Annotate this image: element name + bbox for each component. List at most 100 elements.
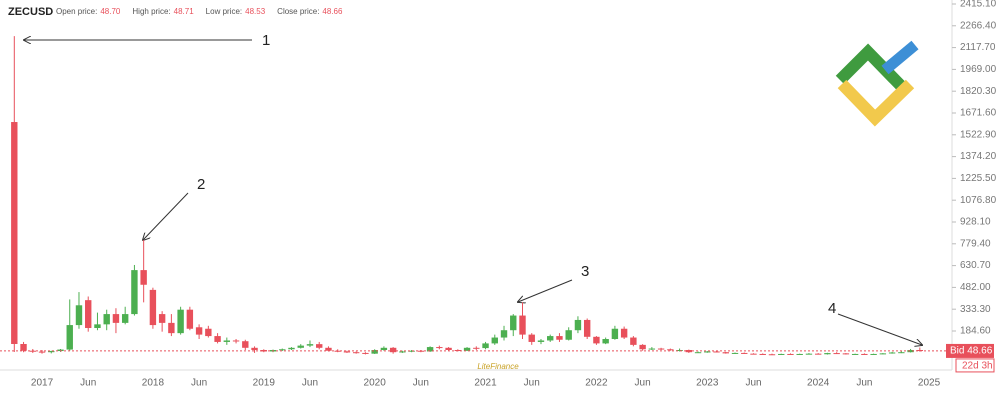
candle-body: [11, 122, 18, 344]
y-tick-label: 630.70: [960, 260, 991, 271]
candle-body: [297, 345, 304, 348]
candle-body: [232, 340, 240, 342]
candle-body: [306, 344, 314, 346]
y-tick-label: 333.30: [960, 304, 991, 315]
candle-body: [325, 347, 332, 351]
y-tick-label: 1374.20: [960, 151, 997, 162]
candle-body: [436, 347, 443, 349]
candle-body: [778, 353, 785, 355]
annotation: 1: [262, 32, 270, 49]
candle-body: [112, 314, 120, 323]
arrow: [518, 279, 573, 302]
candle-body: [121, 314, 129, 323]
candle-body: [898, 352, 905, 354]
candle-body: [20, 343, 27, 351]
candle-body: [399, 351, 406, 353]
y-tick-label: 184.60: [960, 326, 991, 337]
candle-body: [796, 353, 803, 355]
candle-body: [408, 350, 415, 352]
candle-body: [722, 352, 729, 354]
candle-body: [242, 341, 249, 348]
candle-body: [223, 340, 231, 342]
x-tick-label: 2023: [696, 378, 719, 389]
candle-body: [602, 339, 609, 344]
candle-body: [38, 351, 46, 353]
candle-body: [48, 351, 55, 353]
candle-body: [491, 337, 498, 344]
candle-body: [851, 353, 859, 355]
candle-body: [639, 344, 646, 350]
x-tick-label: Jun: [856, 378, 872, 389]
candle-body: [704, 351, 711, 353]
candle-body: [879, 353, 887, 355]
countdown: 22d 3h: [962, 361, 993, 372]
candle-body: [186, 309, 194, 329]
x-tick-label: Jun: [524, 378, 540, 389]
candle-body: [657, 348, 665, 350]
candle-body: [426, 347, 434, 352]
quote-value: 48.66: [322, 7, 343, 16]
candle-body: [583, 319, 591, 337]
x-tick-label: 2025: [918, 378, 941, 389]
annotation-arrows: [24, 40, 922, 345]
candle-body: [787, 353, 794, 355]
price-label-box: [946, 343, 994, 358]
x-tick-label: 2017: [31, 378, 54, 389]
candle-body: [463, 347, 471, 351]
candle-body: [140, 270, 147, 285]
y-tick-label: 1076.80: [960, 195, 997, 206]
y-tick-label: 2266.40: [960, 20, 997, 31]
y-tick-label: 1671.60: [960, 108, 997, 119]
y-tick-label: 2117.70: [960, 42, 996, 53]
quote-value: 48.53: [245, 7, 266, 16]
candle-body: [251, 347, 258, 351]
candle-body: [620, 328, 628, 338]
candle-body: [445, 347, 452, 351]
candle-body: [731, 352, 739, 354]
candle-body: [473, 347, 480, 349]
candle-body: [519, 315, 526, 335]
candle-body: [565, 330, 572, 340]
candle-body: [75, 305, 83, 326]
quote-value: 48.71: [174, 7, 195, 16]
y-tick-label: 1969.00: [960, 64, 997, 75]
y-tick-label: 2415.10: [960, 0, 997, 10]
candle-body: [482, 343, 489, 349]
y-tick-label: 1820.30: [960, 86, 997, 97]
candle-body: [768, 354, 776, 356]
quote-label: High price:: [132, 7, 170, 16]
candle-body: [66, 325, 73, 350]
annotation: 3: [581, 263, 589, 280]
x-tick-label: 2021: [474, 378, 497, 389]
candle-body: [371, 350, 378, 354]
candle-body: [85, 300, 92, 329]
candle-body: [362, 352, 369, 354]
candle-body: [833, 353, 840, 355]
candle-body: [352, 352, 360, 354]
quote-bar: Open price: 48.70 High price: 48.71 Low pric…: [56, 7, 343, 16]
candle-body: [759, 353, 766, 355]
annotation: 2: [197, 176, 205, 193]
quote-label: Close price:: [277, 7, 319, 16]
candle-body: [648, 348, 656, 350]
candle-body: [279, 349, 286, 351]
candle-body: [824, 353, 831, 355]
candle-body: [103, 314, 110, 325]
candle-body: [500, 330, 508, 338]
candle-body: [805, 353, 813, 355]
price-label: Bid 48.66: [950, 346, 993, 357]
arrow: [837, 313, 922, 345]
candle-body: [630, 337, 637, 345]
x-tick-label: Jun: [191, 378, 207, 389]
candle-body: [537, 340, 545, 342]
candle-body: [547, 336, 554, 341]
candle-body: [131, 270, 138, 315]
x-tick-label: Jun: [80, 378, 96, 389]
annotation: 4: [828, 300, 836, 317]
candle-body: [814, 353, 822, 355]
y-tick-label: 1225.50: [960, 173, 997, 184]
candle-body: [389, 347, 397, 353]
candle-body: [713, 351, 720, 353]
